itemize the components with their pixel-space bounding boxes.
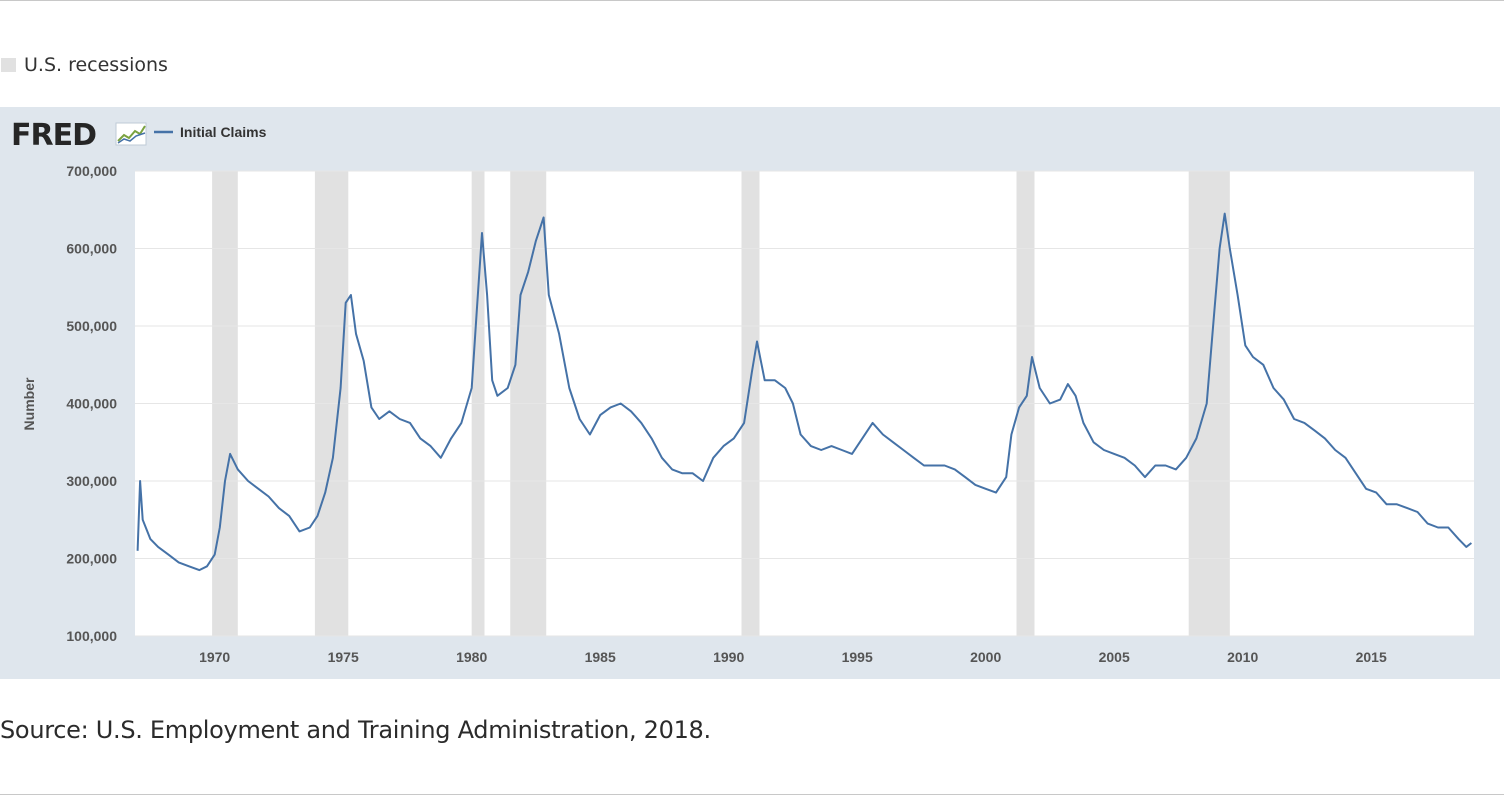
y-tick-label: 300,000 <box>66 473 117 489</box>
x-tick-labels: 1970 1975 1980 1985 1990 1995 2000 2005 2010 2015 <box>199 649 1387 665</box>
recessions-legend-label: U.S. recessions <box>24 54 168 76</box>
y-tick-label: 400,000 <box>66 396 117 412</box>
y-tick-label: 600,000 <box>66 241 117 257</box>
x-tick-label: 2000 <box>970 649 1001 665</box>
fred-chart: FRED Initial Claims 100,000 200,000 300,00… <box>0 107 1500 679</box>
x-tick-label: 1980 <box>456 649 487 665</box>
y-tick-label: 100,000 <box>66 628 117 644</box>
y-axis-label: Number <box>21 377 37 430</box>
x-tick-label: 1970 <box>199 649 230 665</box>
x-tick-label: 1990 <box>713 649 744 665</box>
x-tick-label: 1985 <box>585 649 616 665</box>
x-tick-label: 1995 <box>842 649 873 665</box>
y-tick-label: 700,000 <box>66 163 117 179</box>
x-tick-label: 2015 <box>1356 649 1387 665</box>
source-note: Source: U.S. Employment and Training Adm… <box>0 716 711 744</box>
gridlines <box>135 170 1474 637</box>
x-tick-label: 2010 <box>1227 649 1258 665</box>
y-tick-labels: 100,000 200,000 300,000 400,000 500,000 600,0… <box>66 163 117 644</box>
top-rule <box>0 0 1504 1</box>
y-tick-label: 500,000 <box>66 318 117 334</box>
fred-logo-icon <box>115 122 147 146</box>
recessions-legend: U.S. recessions <box>1 53 168 77</box>
series-legend-label: Initial Claims <box>180 124 267 140</box>
fred-logo-text: FRED <box>11 118 96 153</box>
y-tick-label: 200,000 <box>66 551 117 567</box>
x-tick-label: 1975 <box>328 649 359 665</box>
x-tick-label: 2005 <box>1099 649 1130 665</box>
recession-swatch <box>1 58 16 72</box>
bottom-rule <box>0 794 1504 795</box>
series-line-initial-claims <box>136 212 1473 572</box>
